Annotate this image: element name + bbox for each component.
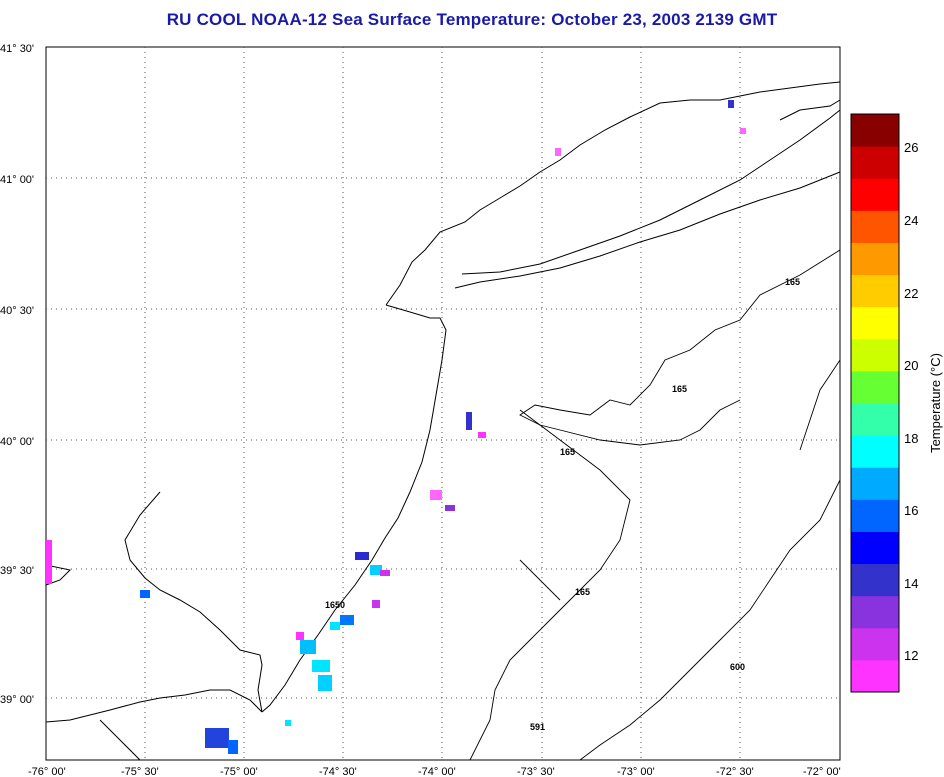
contour-label: 600 [730, 662, 745, 672]
colorbar-band [851, 210, 899, 243]
lon-label: -74° 30' [319, 766, 357, 777]
colorbar-band [851, 242, 899, 276]
colorbar-band [851, 338, 899, 372]
contour-label: 165 [785, 277, 800, 287]
longitude-labels: -76° 00' -75° 30' -75° 00' -74° 30' -74°… [28, 766, 841, 777]
colorbar-tick: 26 [904, 140, 918, 155]
colorbar-band [851, 114, 899, 147]
map-frame [45, 46, 841, 761]
lon-label: -75° 00' [220, 766, 258, 777]
colorbar [851, 114, 899, 693]
colorbar-band [851, 467, 899, 500]
colorbar-band [851, 306, 899, 340]
lon-label: -75° 30' [121, 766, 159, 777]
sst-data-pixels [46, 100, 746, 754]
contour-label: 165 [560, 447, 575, 457]
lat-label: 39° 00' [0, 694, 34, 706]
lon-label: -72° 00' [803, 766, 841, 777]
colorbar-label: Temperature (°C) [928, 353, 943, 453]
lat-label: 40° 00' [0, 436, 34, 448]
colorbar-band [851, 627, 899, 661]
colorbar-band [851, 531, 899, 565]
latitude-labels: 41° 30' 41° 00' 40° 30' 40° 00' 39° 30' … [0, 43, 34, 706]
lat-label: 39° 30' [0, 565, 34, 577]
lat-label: 41° 00' [0, 174, 34, 186]
colorbar-band [851, 563, 899, 597]
colorbar-tick: 22 [904, 286, 918, 301]
lon-label: -76° 00' [28, 766, 66, 777]
colorbar-tick: 12 [904, 648, 918, 663]
colorbar-frame [850, 113, 900, 693]
contour-label: 165 [672, 384, 687, 394]
colorbar-tick: 16 [904, 503, 918, 518]
lon-label: -73° 00' [617, 766, 655, 777]
colorbar-band [851, 274, 899, 308]
colorbar-band [851, 659, 899, 693]
contour-label: 165 [575, 587, 590, 597]
colorbar-band [851, 178, 899, 211]
colorbar-band [851, 435, 899, 468]
lat-label: 40° 30' [0, 305, 34, 317]
contour-label: 591 [530, 722, 545, 732]
colorbar-band [851, 370, 899, 404]
lon-label: -74° 00' [418, 766, 456, 777]
colorbar-ticks: 26 24 22 20 18 16 14 12 [904, 140, 918, 663]
colorbar-band [851, 499, 899, 532]
depth-contours [469, 249, 841, 761]
coastline [45, 81, 841, 761]
colorbar-band [851, 403, 899, 436]
colorbar-band [851, 595, 899, 629]
map-title: RU COOL NOAA-12 Sea Surface Temperature:… [166, 10, 778, 29]
colorbar-band [851, 146, 899, 179]
contour-labels: 165 165 165 165 1650 600 591 [325, 277, 800, 732]
colorbar-tick: 18 [904, 431, 918, 446]
contour-label: 1650 [325, 600, 345, 610]
lon-label: -73° 30' [517, 766, 555, 777]
colorbar-tick: 20 [904, 358, 918, 373]
lat-label: 41° 30' [0, 43, 34, 55]
colorbar-tick: 14 [904, 576, 918, 591]
lon-label: -72° 30' [716, 766, 754, 777]
colorbar-tick: 24 [904, 213, 918, 228]
